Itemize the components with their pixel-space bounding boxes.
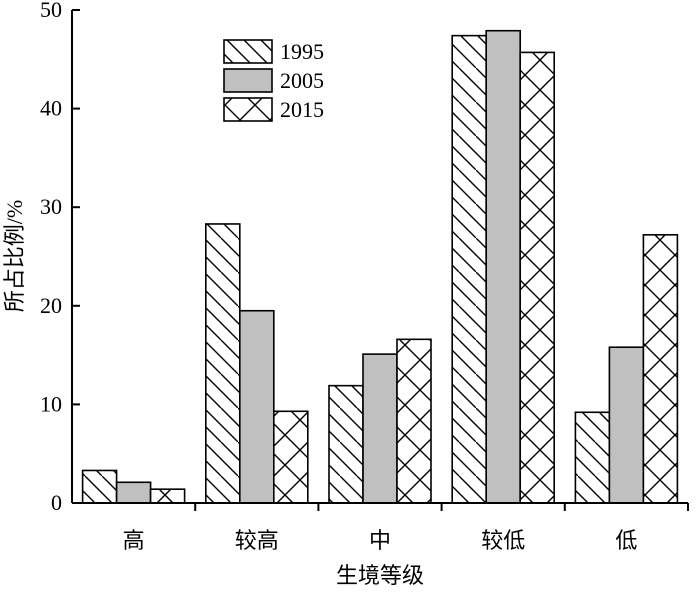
bar-较高-2015 xyxy=(272,410,309,504)
bar-低-2015 xyxy=(642,234,679,504)
y-tick-label: 40 xyxy=(40,96,62,121)
bar-低-2005 xyxy=(608,346,645,504)
bar-较高-1995 xyxy=(205,223,241,504)
y-tick-label: 0 xyxy=(51,490,62,515)
y-axis-label: 所占比例/% xyxy=(2,200,27,312)
x-tick-label: 中 xyxy=(369,528,391,553)
bar-高-1995 xyxy=(81,469,118,504)
bar-高-2005 xyxy=(115,481,152,504)
bars-group xyxy=(81,29,679,504)
x-axis-label: 生境等级 xyxy=(336,563,424,588)
legend-label-2005: 2005 xyxy=(280,68,324,93)
legend-swatch-1995 xyxy=(223,39,273,64)
bar-高-2015 xyxy=(149,488,186,504)
y-tick-label: 30 xyxy=(40,194,62,219)
bar-较低-1995 xyxy=(451,34,488,504)
bar-较高-2005 xyxy=(239,309,275,504)
x-ticks: 高 较高 中 较低 低 xyxy=(123,503,689,553)
y-tick-label: 10 xyxy=(40,391,62,416)
axes-group: 0 10 20 30 40 50 高 较高 中 较低 低 xyxy=(40,0,689,553)
legend: 1995 2005 2015 xyxy=(223,39,324,122)
y-ticks: 0 10 20 30 40 50 xyxy=(40,0,80,515)
legend-swatch-2015 xyxy=(223,97,273,122)
bar-中-2005 xyxy=(362,353,398,504)
x-tick-label: 较低 xyxy=(481,528,525,553)
legend-label-2015: 2015 xyxy=(280,97,324,122)
legend-swatch-2005 xyxy=(223,68,273,93)
bar-较低-2005 xyxy=(485,29,522,504)
x-tick-label: 较高 xyxy=(235,528,279,553)
y-tick-label: 20 xyxy=(40,293,62,318)
bar-中-1995 xyxy=(328,384,364,504)
y-tick-label: 50 xyxy=(40,0,62,22)
x-tick-label: 低 xyxy=(615,528,637,553)
legend-label-1995: 1995 xyxy=(280,39,324,64)
bar-较低-2015 xyxy=(519,51,556,504)
bar-低-1995 xyxy=(574,411,611,504)
bar-中-2015 xyxy=(396,338,432,504)
x-tick-label: 高 xyxy=(123,528,145,553)
